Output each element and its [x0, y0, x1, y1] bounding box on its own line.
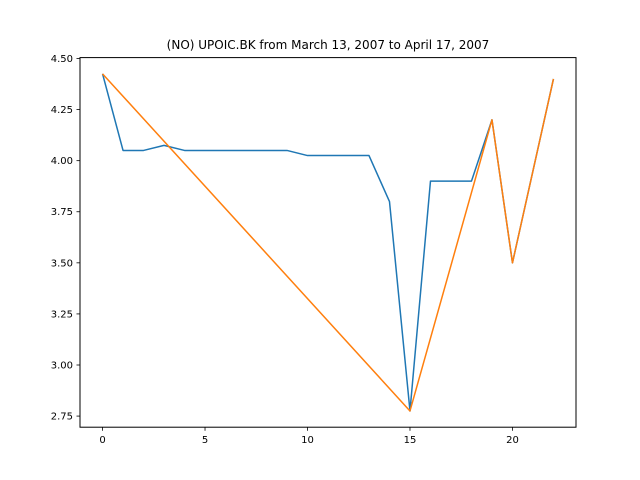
series-line-1 — [101, 73, 555, 412]
y-tick-label: 3.00 — [51, 361, 73, 372]
x-tick-label: 20 — [506, 435, 519, 446]
y-tick-label: 3.50 — [51, 258, 73, 269]
y-tick-label: 2.75 — [51, 412, 73, 423]
x-tick-label: 15 — [404, 435, 417, 446]
y-tick-label: 3.75 — [51, 207, 73, 218]
x-tick-label: 5 — [202, 435, 208, 446]
chart-title: (NO) UPOIC.BK from March 13, 2007 to Apr… — [167, 38, 490, 52]
y-axis: 2.75 3.00 3.25 3.50 3.75 4.00 4.25 4.50 — [51, 54, 80, 423]
plot-frame — [79, 57, 577, 428]
y-tick-label: 4.25 — [51, 105, 73, 116]
y-tick-label: 4.50 — [51, 54, 73, 65]
series-line-2 — [101, 73, 555, 412]
x-tick-label: 0 — [99, 435, 105, 446]
y-tick-label: 4.00 — [51, 156, 73, 167]
series-layer — [101, 73, 555, 412]
x-axis: 0 5 10 15 20 — [99, 427, 519, 446]
x-tick-label: 10 — [301, 435, 314, 446]
y-tick-label: 3.25 — [51, 309, 73, 320]
